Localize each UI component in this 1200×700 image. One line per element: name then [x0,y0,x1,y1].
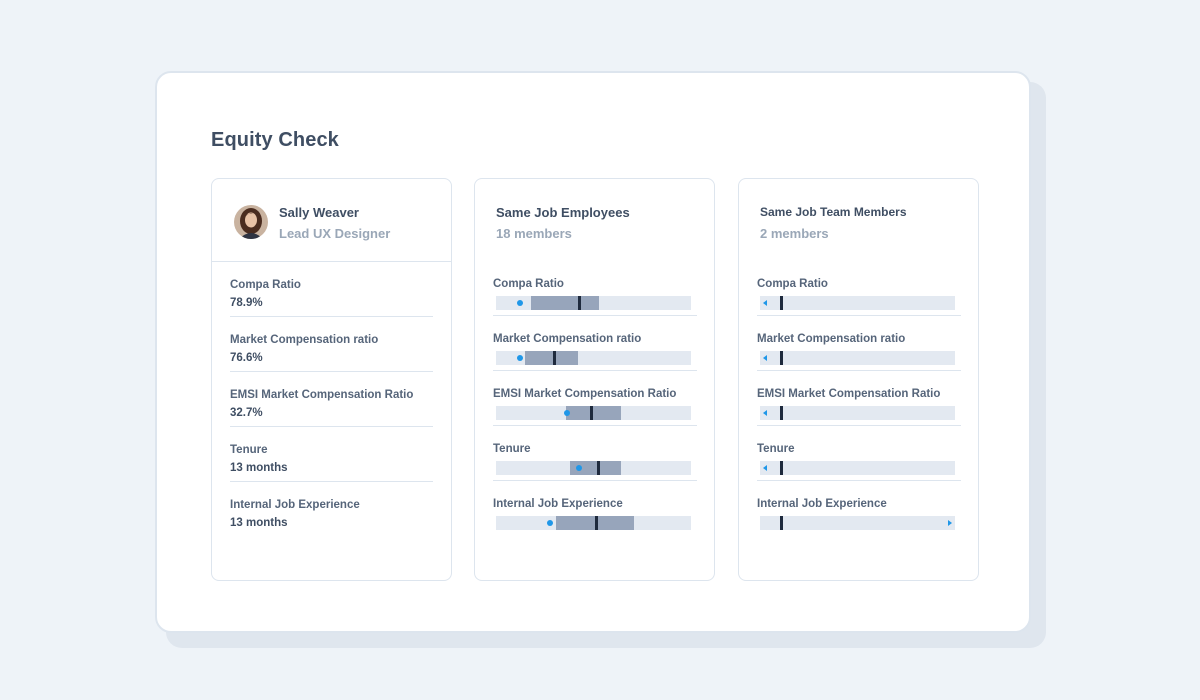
median-marker [780,461,783,475]
metric-label: Internal Job Experience [757,498,887,510]
median-marker [595,516,598,530]
median-marker [780,351,783,365]
same-job-header: Same Job Employees 18 members [475,179,714,261]
metric-row-emsi: EMSI Market Compensation Ratio 32.7% [230,372,433,427]
profile-name: Sally Weaver [279,205,359,220]
metric-row-internal-experience: Internal Job Experience [493,481,697,536]
range-fill [525,351,578,365]
page-title: Equity Check [211,129,339,151]
range-bar[interactable] [760,406,955,420]
range-bar[interactable] [496,296,691,310]
triangle-left-icon [763,465,767,471]
metric-label: Tenure [493,443,531,455]
metric-label: EMSI Market Compensation Ratio [493,388,677,400]
range-fill [570,461,621,475]
metric-label: Internal Job Experience [230,499,360,511]
range-bar[interactable] [760,351,955,365]
range-bar[interactable] [760,461,955,475]
range-bar[interactable] [496,516,691,530]
median-marker [780,516,783,530]
metric-label: Compa Ratio [493,278,564,290]
metric-value: 13 months [230,517,288,529]
range-bar[interactable] [496,406,691,420]
employee-dot [564,410,570,416]
range-fill [531,296,599,310]
metric-row-emsi: EMSI Market Compensation Ratio [757,371,961,426]
metric-row-tenure: Tenure [757,426,961,481]
metric-value: 13 months [230,462,288,474]
employee-dot [517,300,523,306]
employee-dot [576,465,582,471]
metric-row-compa-ratio: Compa Ratio 78.9% [230,262,433,317]
median-marker [780,296,783,310]
triangle-left-icon [763,410,767,416]
same-team-panel: Same Job Team Members 2 members Compa Ra… [738,178,979,581]
metric-row-tenure: Tenure 13 months [230,427,433,482]
triangle-left-icon [763,300,767,306]
metric-row-market-compensation: Market Compensation ratio 76.6% [230,317,433,372]
profile-panel: Sally Weaver Lead UX Designer Compa Rati… [211,178,452,581]
metric-row-compa-ratio: Compa Ratio [493,261,697,316]
range-bar[interactable] [496,351,691,365]
metric-label: Tenure [230,444,268,456]
median-marker [553,351,556,365]
avatar[interactable] [234,205,268,239]
employee-dot [547,520,553,526]
metric-label: Internal Job Experience [493,498,623,510]
metric-row-internal-experience: Internal Job Experience [757,481,961,536]
profile-header: Sally Weaver Lead UX Designer [212,179,451,262]
metric-value: 76.6% [230,352,263,364]
group-count: 2 members [760,226,829,241]
metric-label: Compa Ratio [757,278,828,290]
triangle-right-icon [948,520,952,526]
metric-row-compa-ratio: Compa Ratio [757,261,961,316]
median-marker [780,406,783,420]
group-title: Same Job Employees [496,205,630,220]
metric-value: 78.9% [230,297,263,309]
metric-row-tenure: Tenure [493,426,697,481]
same-job-panel: Same Job Employees 18 members Compa Rati… [474,178,715,581]
metric-label: EMSI Market Compensation Ratio [757,388,941,400]
range-bar[interactable] [760,516,955,530]
range-bar[interactable] [760,296,955,310]
triangle-left-icon [763,355,767,361]
metric-row-market-compensation: Market Compensation ratio [493,316,697,371]
metric-row-market-compensation: Market Compensation ratio [757,316,961,371]
metric-label: Market Compensation ratio [493,333,642,345]
metric-label: Tenure [757,443,795,455]
metric-value: 32.7% [230,407,263,419]
group-count: 18 members [496,226,572,241]
metric-label: Market Compensation ratio [230,334,379,346]
metric-label: Market Compensation ratio [757,333,906,345]
median-marker [597,461,600,475]
employee-dot [517,355,523,361]
range-fill [566,406,621,420]
median-marker [578,296,581,310]
equity-check-card: Equity Check Sally Weaver Lead UX Design… [155,71,1031,633]
metric-row-internal-experience: Internal Job Experience 13 months [230,482,433,537]
metric-label: EMSI Market Compensation Ratio [230,389,414,401]
range-bar[interactable] [496,461,691,475]
group-title: Same Job Team Members [760,205,907,219]
profile-role: Lead UX Designer [279,226,391,241]
metric-label: Compa Ratio [230,279,301,291]
metric-row-emsi: EMSI Market Compensation Ratio [493,371,697,426]
median-marker [590,406,593,420]
avatar-photo-icon [234,205,268,239]
same-team-header: Same Job Team Members 2 members [739,179,978,261]
